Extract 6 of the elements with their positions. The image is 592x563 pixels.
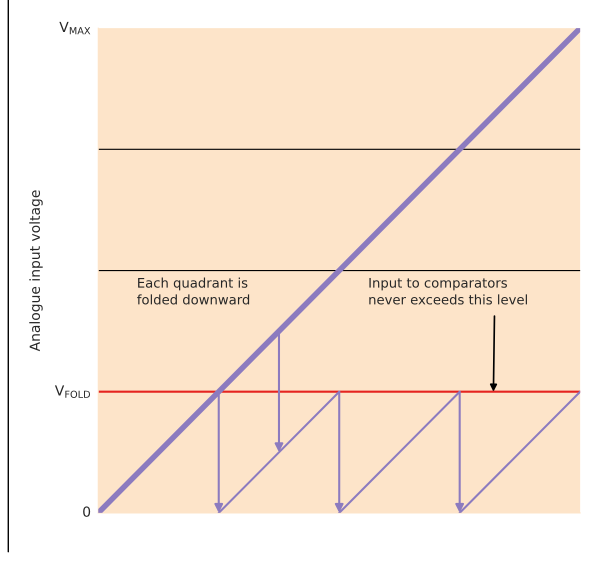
text: V$_{MAX}$: [59, 22, 90, 34]
annotation: Each quadrant is folded downward: [137, 278, 250, 305]
text: 0: [83, 506, 90, 517]
y-axis-title: Analogue input voltage: [29, 190, 43, 352]
ref-line-label: V$_{FOLD}$: [54, 385, 90, 398]
annotation: Input to comparators never exceeds this level: [369, 278, 527, 305]
